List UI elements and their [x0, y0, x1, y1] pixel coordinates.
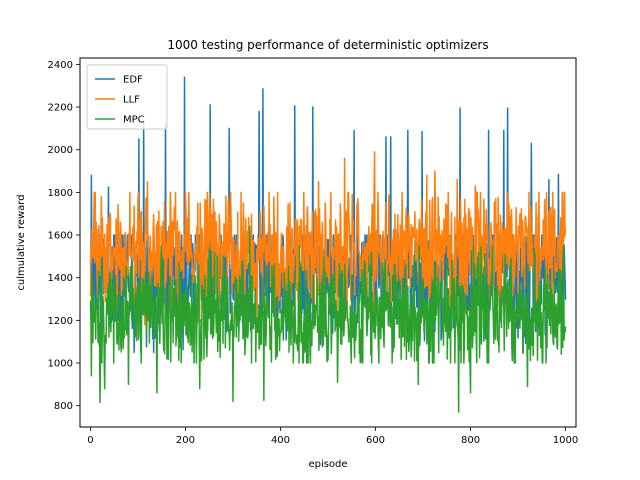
y-tick-label: 1000 [48, 359, 73, 370]
series-line-llf [89, 151, 567, 326]
x-tick-label: 0 [87, 435, 93, 446]
axes-frame [79, 57, 577, 428]
y-tick-label: 1800 [48, 188, 73, 199]
y-tick-label: 1400 [48, 273, 73, 284]
x-tick-label: 800 [461, 435, 480, 446]
y-tick-label: 800 [54, 401, 73, 412]
x-tick-label: 1000 [553, 435, 578, 446]
plot-area [89, 76, 567, 413]
y-axis: 800 1000 1200 1400 1600 1800 2000 2200 2400 [48, 60, 80, 412]
legend-label: EDF [123, 75, 143, 86]
y-tick-label: 1600 [48, 231, 73, 242]
y-tick-label: 2400 [48, 60, 73, 71]
legend: EDF LLF MPC [86, 64, 168, 130]
y-tick-label: 2200 [48, 103, 73, 114]
legend-label: MPC [123, 115, 145, 126]
x-tick-label: 400 [271, 435, 290, 446]
legend-label: LLF [123, 95, 140, 106]
x-tick-label: 600 [366, 435, 385, 446]
x-axis-label: episode [308, 459, 347, 470]
x-tick-label: 200 [176, 435, 195, 446]
y-axis-label: culmulative reward [16, 194, 27, 290]
chart-title: 1000 testing performance of deterministi… [167, 38, 488, 52]
legend-box [86, 64, 168, 130]
series-line-mpc [89, 225, 567, 413]
y-tick-label: 2000 [48, 145, 73, 156]
y-tick-label: 1200 [48, 316, 73, 327]
x-axis: 0 200 400 600 800 1000 [87, 427, 578, 446]
